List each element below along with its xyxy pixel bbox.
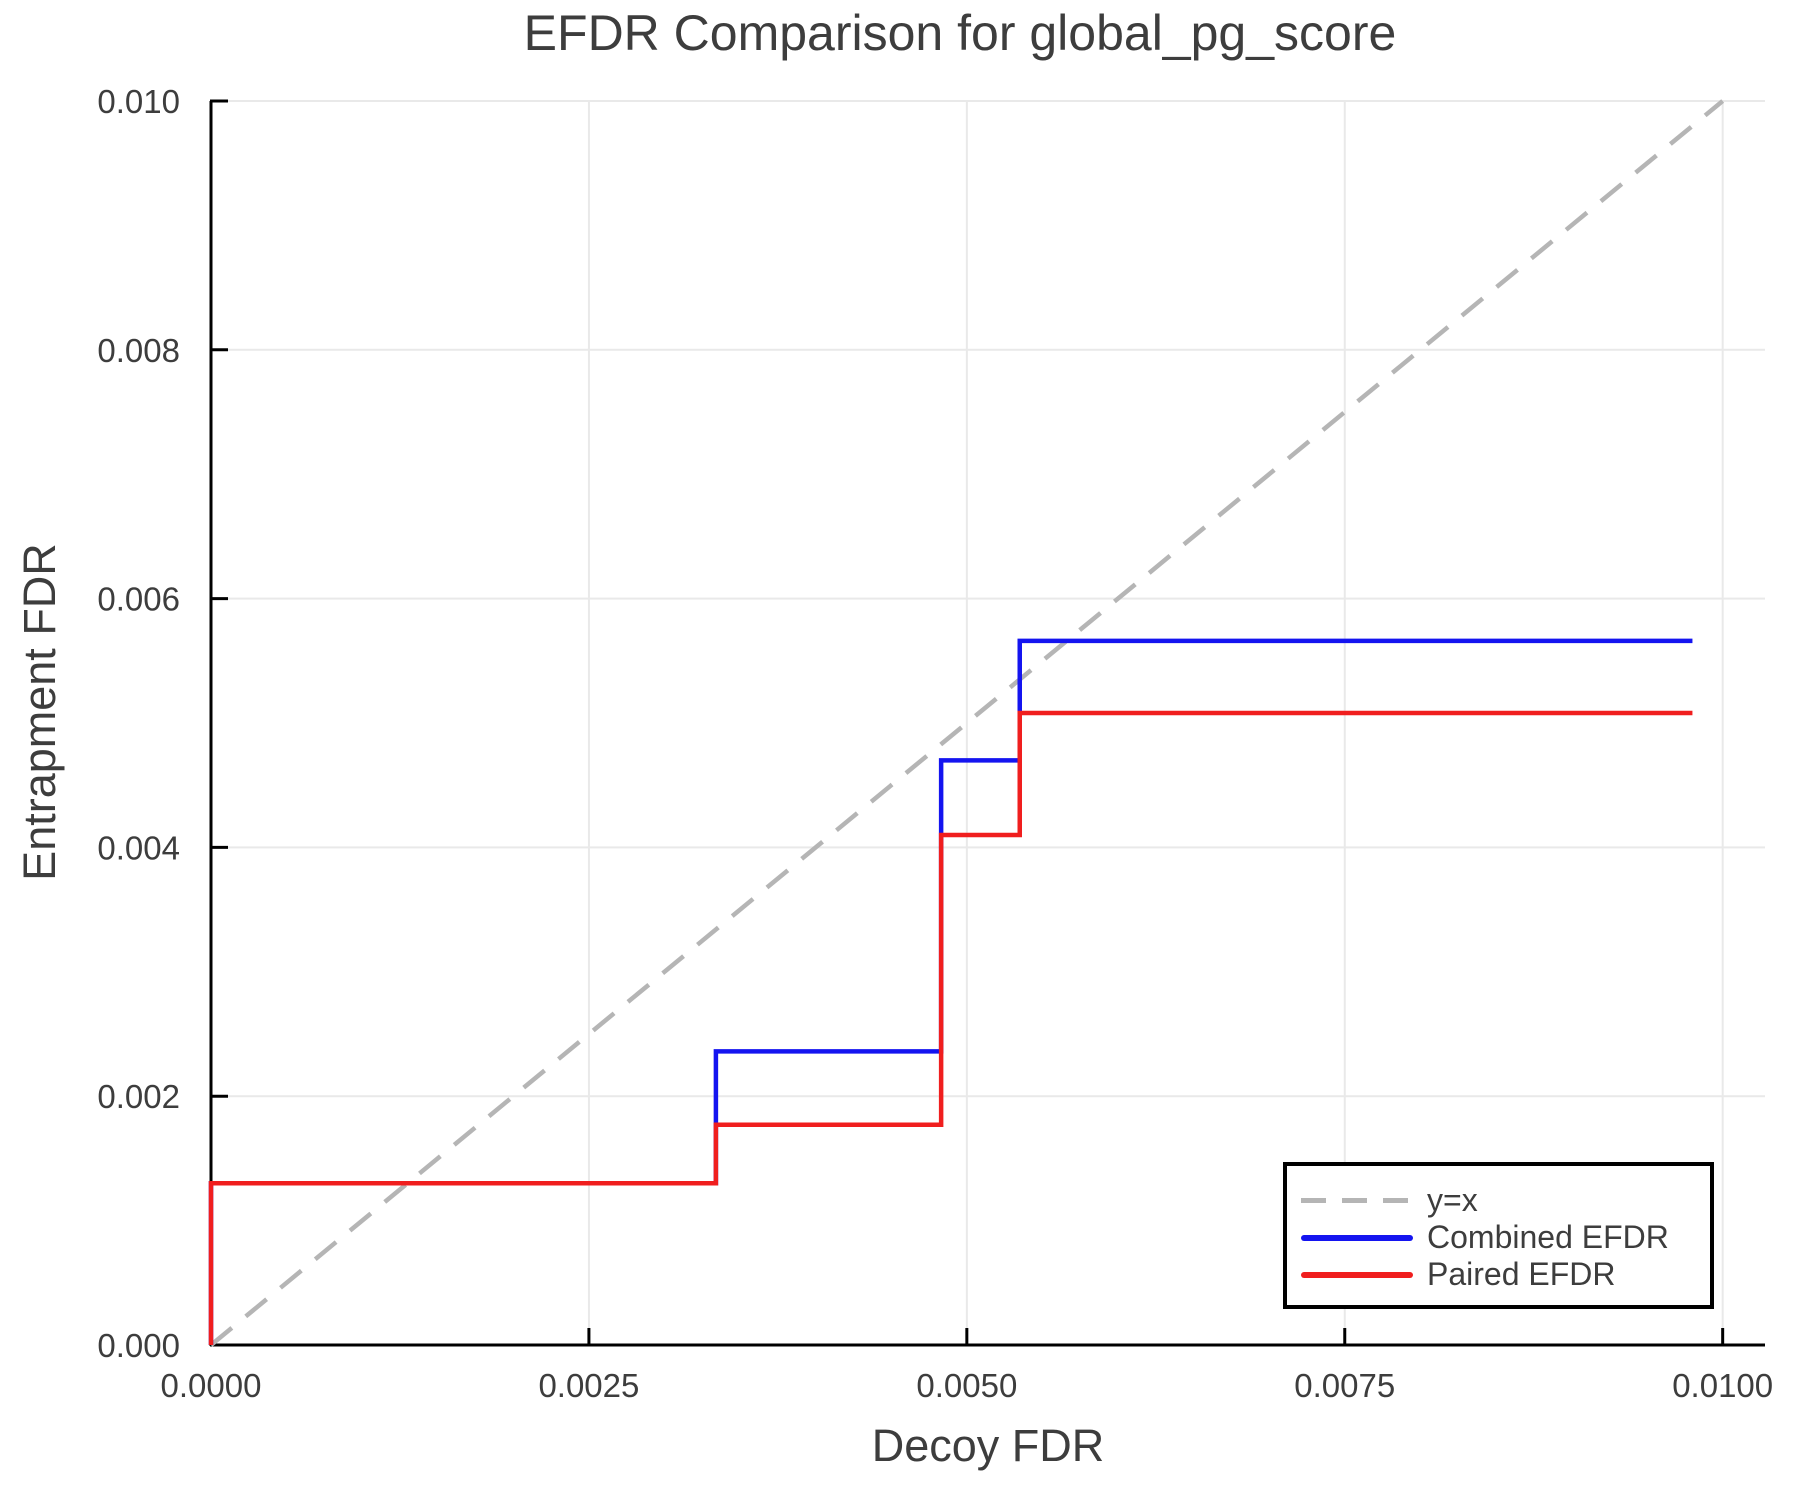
x-tick-label: 0.0100 — [1672, 1367, 1773, 1404]
x-tick-label: 0.0000 — [161, 1367, 262, 1404]
legend-label: y=x — [1427, 1182, 1478, 1218]
series-line-paired-efdr — [208, 710, 1693, 1345]
legend-item-paired-efdr: Paired EFDR — [1301, 1256, 1710, 1293]
legend-label: Paired EFDR — [1427, 1256, 1616, 1292]
x-tick-label: 0.0050 — [916, 1367, 1017, 1404]
x-tick-label: 0.0075 — [1294, 1367, 1395, 1404]
y-tick-label: 0.010 — [97, 83, 180, 120]
legend-red-line-sample — [1301, 1271, 1413, 1278]
y-tick-label: 0.004 — [97, 829, 180, 866]
chart-title: EFDR Comparison for global_pg_score — [523, 5, 1397, 61]
legend-box: y=x Combined EFDR Paired EFDR — [1283, 1162, 1714, 1309]
x-tick-label: 0.0025 — [538, 1367, 639, 1404]
legend-dashed-line-sample — [1301, 1198, 1413, 1203]
series-line-y-x — [209, 99, 1725, 1347]
y-tick-label: 0.000 — [97, 1327, 180, 1364]
legend-item-combined-efdr: Combined EFDR — [1301, 1219, 1710, 1256]
legend-item-identity: y=x — [1301, 1182, 1710, 1219]
legend-blue-line-sample — [1301, 1234, 1413, 1241]
y-tick-label: 0.006 — [97, 581, 180, 618]
x-axis-label: Decoy FDR — [871, 1420, 1105, 1471]
y-tick-label: 0.008 — [97, 332, 180, 369]
y-tick-label: 0.002 — [97, 1078, 180, 1115]
legend-label: Combined EFDR — [1427, 1219, 1669, 1255]
